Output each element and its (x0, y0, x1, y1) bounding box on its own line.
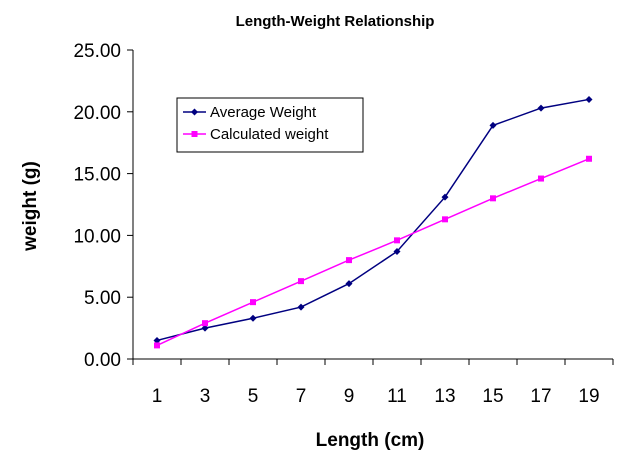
y-tick-label: 10.00 (73, 226, 121, 247)
x-tick-label: 15 (482, 386, 503, 407)
data-point (346, 257, 352, 264)
data-point (154, 342, 160, 349)
data-point (298, 278, 304, 285)
data-point (537, 104, 545, 112)
chart-title: Length-Weight Relationship (236, 13, 435, 30)
y-tick-label: 25.00 (73, 41, 121, 62)
x-axis-ticks: 1 3 5 7 9 11 13 15 17 19 (132, 359, 614, 407)
legend-box (176, 97, 364, 153)
y-tick-label: 0.00 (84, 350, 121, 371)
y-tick-label: 5.00 (84, 288, 121, 309)
data-point (345, 280, 353, 288)
data-point (585, 95, 593, 103)
data-point (393, 247, 401, 255)
data-point (249, 314, 257, 322)
data-point (586, 155, 592, 162)
x-tick-label: 7 (296, 386, 307, 407)
x-tick-label: 9 (344, 386, 355, 407)
series-calculated-weight (154, 155, 592, 349)
x-tick-label: 3 (200, 386, 211, 407)
data-point (489, 121, 497, 129)
x-tick-label: 17 (530, 386, 551, 407)
data-point (490, 195, 496, 202)
series-line (156, 158, 590, 347)
data-point (441, 193, 449, 201)
data-point (153, 336, 161, 344)
legend-entry: Calculated weight (183, 126, 329, 143)
data-point (394, 237, 400, 244)
legend: Average Weight Calculated weight (176, 97, 364, 153)
data-point (442, 216, 448, 223)
y-tick-label: 20.00 (73, 103, 121, 124)
y-axis-ticks: 0.00 5.00 10.00 15.00 20.00 25.00 (73, 41, 133, 371)
legend-swatch-marker (191, 108, 198, 116)
data-point (538, 175, 544, 182)
series-line (156, 98, 590, 342)
legend-label: Calculated weight (210, 126, 329, 143)
legend-entry: Average Weight (183, 104, 317, 121)
axes (132, 50, 613, 360)
x-tick-label: 11 (387, 386, 407, 407)
data-point (201, 324, 209, 332)
x-tick-label: 5 (248, 386, 259, 407)
legend-label: Average Weight (210, 104, 317, 121)
data-point (202, 320, 208, 327)
series-average-weight (153, 95, 593, 344)
x-tick-label: 19 (578, 386, 599, 407)
y-axis-title: weight (g) (20, 161, 41, 252)
data-point (250, 299, 256, 306)
y-tick-label: 15.00 (73, 165, 121, 186)
x-tick-label: 13 (434, 386, 455, 407)
x-axis-title: Length (cm) (316, 430, 425, 451)
series-layer (153, 95, 593, 349)
data-point (297, 303, 305, 311)
legend-swatch-marker (191, 131, 198, 137)
x-tick-label: 1 (152, 386, 163, 407)
